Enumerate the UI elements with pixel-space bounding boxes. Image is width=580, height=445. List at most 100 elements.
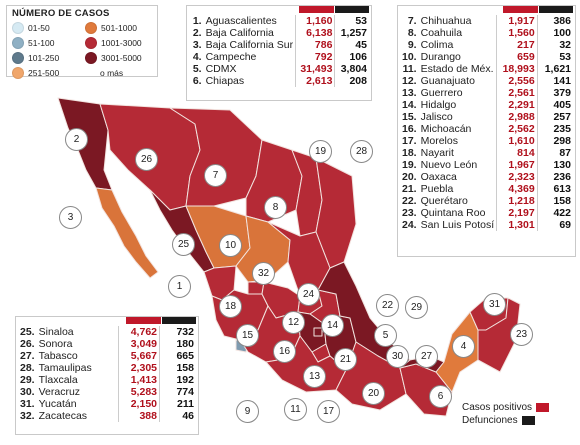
- key-deaths: Defunciones: [462, 415, 535, 426]
- state-deaths: 208: [334, 75, 369, 87]
- state-deaths: 32: [536, 39, 573, 51]
- state-cases: 5,667: [118, 350, 160, 362]
- table-row: 25. Sinaloa 4,762 732: [18, 326, 196, 338]
- map-label-15: 15: [236, 324, 259, 347]
- state-deaths: 158: [159, 362, 196, 374]
- map-label-11: 11: [284, 398, 307, 421]
- state-name: Guanajuato: [420, 75, 475, 87]
- table-row: 16. Michoacán 2,562 235: [400, 123, 573, 135]
- map-label-13: 13: [303, 365, 326, 388]
- legend-item: 01-50: [12, 22, 85, 34]
- state-cases: 4,762: [118, 326, 160, 338]
- table-row: 9. Colima 217 32: [400, 39, 573, 51]
- state-cases: 1,301: [496, 219, 538, 231]
- map-label-29: 29: [405, 296, 428, 319]
- map-label-1: 1: [168, 275, 191, 298]
- state-name: Michoacán: [420, 123, 472, 135]
- state-cases: 217: [496, 39, 538, 51]
- state-cases: 2,562: [496, 123, 538, 135]
- state-cases: 2,305: [118, 362, 160, 374]
- state-name: Oaxaca: [420, 171, 457, 183]
- table-row: 28. Tamaulipas 2,305 158: [18, 362, 196, 374]
- state-quintana-roo[interactable]: [477, 297, 521, 373]
- state-num: 25.: [20, 326, 35, 338]
- state-deaths: 180: [159, 338, 196, 350]
- map-label-21: 21: [334, 348, 357, 371]
- state-deaths: 298: [536, 135, 573, 147]
- map-label-6: 6: [429, 385, 452, 408]
- state-deaths: 613: [536, 183, 573, 195]
- state-num: 29.: [20, 374, 35, 386]
- state-cases: 814: [496, 147, 538, 159]
- table-row: 2. Baja California 6,138 1,257: [189, 27, 369, 39]
- legend-label: 101-250: [28, 53, 60, 63]
- state-name: Sonora: [38, 338, 73, 350]
- state-name: San Luis Potosí: [420, 219, 495, 231]
- map-label-5: 5: [374, 324, 397, 347]
- state-num: 3.: [192, 39, 202, 51]
- state-deaths: 53: [334, 15, 369, 27]
- table-row: 26. Sonora 3,049 180: [18, 338, 196, 350]
- state-deaths: 130: [536, 159, 573, 171]
- legend-item: 1001-3000: [85, 37, 158, 49]
- table-row: 31. Yucatán 2,150 211: [18, 398, 196, 410]
- state-deaths: 405: [536, 99, 573, 111]
- table-row: 19. Nuevo León 1,967 130: [400, 159, 573, 171]
- state-cases: 1,917: [496, 15, 538, 27]
- state-cases: 1,218: [496, 195, 538, 207]
- state-cdmx[interactable]: [313, 327, 323, 337]
- cases-header-bar: [503, 6, 538, 13]
- state-num: 28.: [20, 362, 35, 374]
- key-deaths-swatch: [521, 416, 535, 425]
- state-name: Veracruz: [38, 386, 81, 398]
- state-num: 21.: [402, 183, 417, 195]
- state-cases: 1,967: [496, 159, 538, 171]
- state-num: 17.: [402, 135, 417, 147]
- table-row: 20. Oaxaca 2,323 236: [400, 171, 573, 183]
- map-label-2: 2: [65, 128, 88, 151]
- state-num: 32.: [20, 410, 35, 422]
- state-num: 6.: [192, 75, 202, 87]
- table-panel-7-24: 7. Chihuahua 1,917 386 8. Coahuila 1,560 100 9. C…: [397, 5, 576, 257]
- table-row: 10. Durango 659 53: [400, 51, 573, 63]
- state-cases: 18,993: [496, 63, 538, 75]
- state-num: 1.: [192, 15, 202, 27]
- table-row: 3. Baja California Sur 786 45: [189, 39, 369, 51]
- table-row: 5. CDMX 31,493 3,804: [189, 63, 369, 75]
- state-name: Baja California: [205, 27, 274, 39]
- legend-label: 51-100: [28, 38, 55, 48]
- state-cases: 2,613: [295, 75, 335, 87]
- legend-label: 1001-3000: [101, 38, 142, 48]
- legend-item: 3001-5000: [85, 52, 158, 64]
- map-label-8: 8: [264, 196, 287, 219]
- legend-swatch: [12, 52, 24, 64]
- state-num: 10.: [402, 51, 417, 63]
- state-cases: 2,561: [496, 87, 538, 99]
- map-label-18: 18: [219, 295, 242, 318]
- table-row: 6. Chiapas 2,613 208: [189, 75, 369, 87]
- table-row: 8. Coahuila 1,560 100: [400, 27, 573, 39]
- table-row: 29. Tlaxcala 1,413 192: [18, 374, 196, 386]
- key-deaths-label: Defunciones: [462, 415, 518, 426]
- map-label-27: 27: [415, 345, 438, 368]
- legend-item: 101-250: [12, 52, 85, 64]
- legend-swatch: [85, 52, 97, 64]
- state-cases: 4,369: [496, 183, 538, 195]
- legend-swatch: [12, 22, 24, 34]
- map-label-4: 4: [452, 335, 475, 358]
- state-name: Chihuahua: [420, 15, 472, 27]
- state-num: 11.: [402, 63, 417, 75]
- table-row: 14. Hidalgo 2,291 405: [400, 99, 573, 111]
- cases-header-bar: [299, 6, 334, 13]
- state-name: Sinaloa: [38, 326, 74, 338]
- state-num: 7.: [407, 15, 417, 27]
- deaths-header-bar: [335, 6, 369, 13]
- key-cases-label: Casos positivos: [462, 402, 533, 413]
- state-baja-california-sur[interactable]: [95, 187, 159, 279]
- state-cases: 1,610: [496, 135, 538, 147]
- state-guerrero[interactable]: [265, 335, 347, 393]
- map-label-16: 16: [273, 340, 296, 363]
- state-name: Yucatán: [38, 398, 77, 410]
- map-label-28: 28: [350, 140, 373, 163]
- state-deaths: 422: [536, 207, 573, 219]
